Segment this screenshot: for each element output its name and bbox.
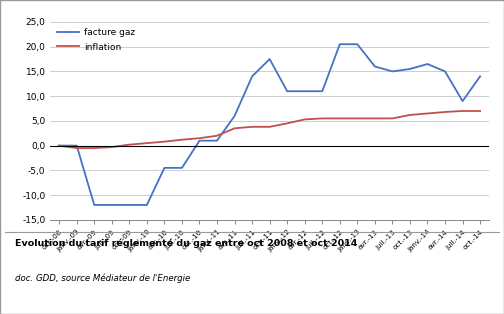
inflation [284,122,290,125]
facture gaz [407,67,413,71]
facture gaz [337,42,343,46]
inflation [460,109,466,113]
facture gaz [354,42,360,46]
facture gaz [109,203,115,207]
inflation [249,125,255,129]
facture gaz [442,69,448,73]
facture gaz [460,99,466,103]
inflation [267,125,273,129]
facture gaz [284,89,290,93]
Line: facture gaz: facture gaz [59,44,480,205]
facture gaz [214,139,220,143]
inflation [127,143,133,147]
facture gaz [91,203,97,207]
inflation [109,145,115,149]
facture gaz [302,89,308,93]
inflation [179,138,185,142]
inflation [161,140,167,143]
inflation [231,127,237,130]
inflation [354,116,360,120]
facture gaz [231,114,237,118]
facture gaz [249,74,255,78]
inflation [337,116,343,120]
facture gaz [127,203,133,207]
inflation [144,141,150,145]
facture gaz [144,203,150,207]
facture gaz [74,144,80,148]
facture gaz [372,65,378,68]
Text: Evolution du tarif réglementé du gaz entre oct 2008 et oct 2014: Evolution du tarif réglementé du gaz ent… [15,239,357,248]
inflation [477,109,483,113]
inflation [197,136,203,140]
facture gaz [319,89,325,93]
facture gaz [56,144,62,148]
inflation [302,117,308,121]
inflation [319,116,325,120]
inflation [214,134,220,138]
facture gaz [390,69,396,73]
inflation [91,146,97,150]
Line: inflation: inflation [59,111,480,148]
facture gaz [267,57,273,61]
inflation [372,116,378,120]
Text: doc. GDD, source Médiateur de l'Energie: doc. GDD, source Médiateur de l'Energie [15,273,191,283]
inflation [56,144,62,148]
Legend: facture gaz, inflation: facture gaz, inflation [55,26,137,53]
facture gaz [197,139,203,143]
inflation [424,111,430,115]
facture gaz [477,74,483,78]
facture gaz [424,62,430,66]
inflation [390,116,396,120]
inflation [74,146,80,150]
facture gaz [179,166,185,170]
inflation [407,113,413,117]
inflation [442,110,448,114]
facture gaz [161,166,167,170]
